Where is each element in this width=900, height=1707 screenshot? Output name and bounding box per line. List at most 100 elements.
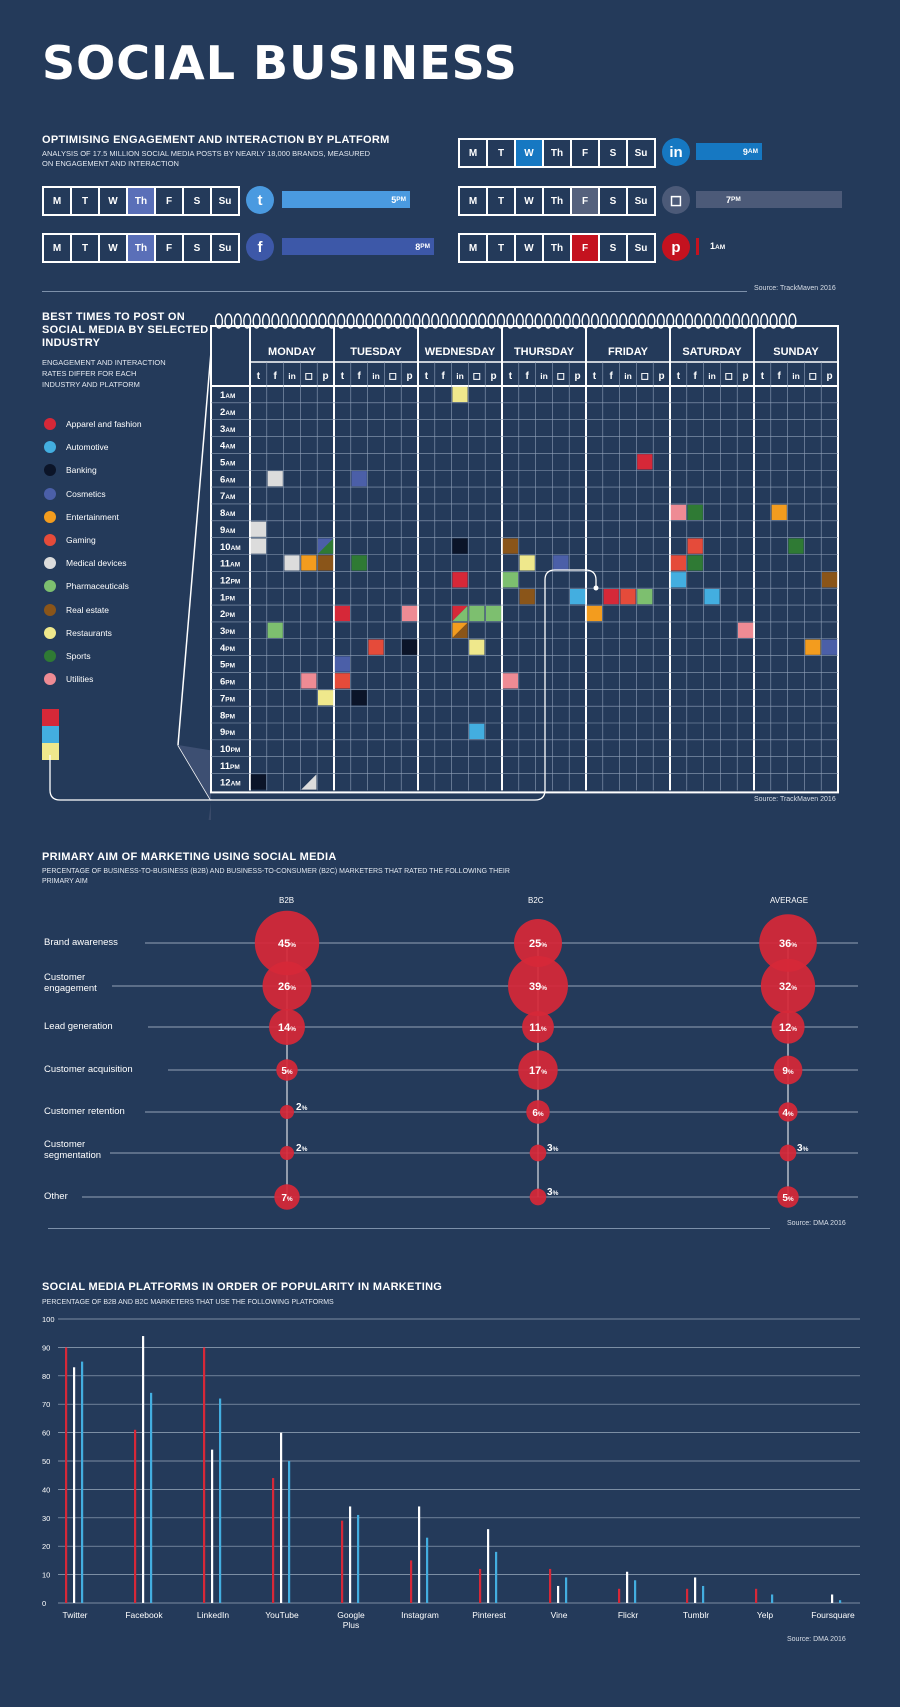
y-tick-label: 30 bbox=[42, 1514, 50, 1523]
platform-glyph: ◻ bbox=[389, 371, 397, 382]
hour-suffix: PM bbox=[225, 595, 235, 602]
legend-item: Apparel and fashion bbox=[44, 418, 142, 430]
bar-series-a bbox=[203, 1347, 206, 1603]
hour-label: 2PM bbox=[220, 609, 235, 620]
day-label: THURSDAY bbox=[514, 346, 575, 358]
aim-bubble bbox=[760, 958, 816, 1014]
aim-bubble bbox=[778, 1102, 798, 1122]
section2-source: Source: TrackMaven 2016 bbox=[754, 796, 836, 803]
linkedin-icon: in bbox=[662, 138, 690, 166]
hour-label: 1PM bbox=[220, 592, 235, 603]
aim-percent: % bbox=[791, 942, 797, 949]
platform-glyph: p bbox=[491, 371, 497, 382]
day-su: Su bbox=[218, 242, 232, 254]
chart-subtitle: PERCENTAGE OF B2B AND B2C MARKETERS THAT… bbox=[42, 1299, 334, 1306]
industry-cell bbox=[351, 555, 367, 571]
section2-heading: BEST TIMES TO POST ON SOCIAL MEDIA BY SE… bbox=[42, 311, 209, 349]
industry-cell bbox=[486, 605, 502, 622]
bar-series-c bbox=[81, 1361, 84, 1603]
industry-cell bbox=[553, 555, 569, 571]
fold-line bbox=[177, 351, 212, 746]
legend-label: Utilities bbox=[66, 674, 94, 685]
aim-bubble bbox=[508, 956, 568, 1016]
bar-series-a bbox=[272, 1478, 275, 1603]
section3-source: Source: DMA 2016 bbox=[787, 1220, 846, 1227]
x-tick-label: Pinterest bbox=[472, 1610, 506, 1620]
aim-bubble bbox=[269, 1009, 305, 1045]
platform-glyph: ◻ bbox=[809, 371, 817, 382]
day-su: Su bbox=[634, 147, 648, 159]
industry-half-cell bbox=[318, 538, 334, 554]
best-time-value: 7 bbox=[726, 194, 732, 205]
industry-cell bbox=[452, 538, 468, 554]
hour-suffix: AM bbox=[230, 562, 240, 569]
bar-series-a bbox=[755, 1588, 758, 1603]
platform-glyph: ◻ bbox=[473, 371, 481, 382]
spiral-ring bbox=[290, 313, 299, 329]
platform-glyph: in bbox=[792, 371, 800, 381]
day-w: W bbox=[516, 188, 544, 214]
best-time-bar-linkedin: 9 AM bbox=[696, 143, 762, 160]
y-tick-label: 100 bbox=[42, 1315, 55, 1324]
spiral-ring bbox=[431, 313, 440, 329]
spiral-ring bbox=[703, 313, 712, 329]
spiral-ring bbox=[412, 313, 421, 329]
spiral-ring bbox=[308, 313, 318, 329]
aim-bubble bbox=[254, 910, 320, 976]
aim-row-label: Customer retention bbox=[44, 1106, 125, 1117]
spiral-ring bbox=[393, 313, 402, 329]
aim-bubble bbox=[779, 1144, 797, 1162]
industry-cell bbox=[452, 572, 468, 588]
spiral-ring bbox=[722, 313, 731, 329]
platform-glyph: p bbox=[659, 371, 665, 382]
industry-cell bbox=[267, 622, 283, 638]
best-time-suffix: PM bbox=[396, 196, 406, 203]
hour-label: 11PM bbox=[220, 761, 240, 772]
hour-suffix: AM bbox=[231, 545, 241, 552]
hour-label: 12PM bbox=[220, 575, 240, 586]
col-head-b2b: B2B bbox=[279, 896, 295, 905]
bar-series-b bbox=[142, 1336, 145, 1603]
hour-label: 7PM bbox=[220, 693, 235, 704]
legend-item: Automotive bbox=[44, 441, 109, 454]
best-time-suffix: AM bbox=[747, 148, 758, 155]
legend-dot bbox=[44, 626, 56, 639]
industry-cell bbox=[318, 690, 334, 706]
legend-label: Real estate bbox=[66, 604, 109, 615]
aim-value: 5% bbox=[782, 1193, 794, 1204]
industry-cell bbox=[334, 605, 350, 622]
bar-series-a bbox=[134, 1429, 137, 1603]
x-tick-label: Tumblr bbox=[683, 1610, 709, 1620]
platform-glyph: in bbox=[456, 371, 464, 381]
platform-glyph: p bbox=[407, 371, 413, 382]
aim-percent: % bbox=[287, 1069, 293, 1076]
bar-series-b bbox=[211, 1449, 214, 1603]
legend-dot bbox=[44, 464, 56, 477]
best-time-bar-twitter: 5 PM bbox=[282, 191, 410, 208]
swatch bbox=[42, 709, 59, 726]
industry-cell bbox=[788, 538, 804, 554]
aim-value: 4% bbox=[782, 1108, 794, 1119]
fold-fill bbox=[178, 745, 211, 801]
platform-glyph: in bbox=[288, 371, 296, 381]
bar-series-b bbox=[73, 1367, 76, 1603]
best-time-value: 8 bbox=[415, 241, 421, 252]
day-th: Th bbox=[544, 140, 572, 166]
aim-percent: % bbox=[290, 942, 296, 949]
section1-sub-1: ANALYSIS OF 17.5 MILLION SOCIAL MEDIA PO… bbox=[42, 149, 371, 158]
x-tick-label: Vine bbox=[551, 1610, 568, 1620]
y-tick-label: 80 bbox=[42, 1372, 50, 1381]
hour-label: 4AM bbox=[220, 441, 235, 452]
aim-bubble bbox=[280, 1146, 294, 1160]
day-label: SUNDAY bbox=[773, 346, 819, 358]
legend-item: Gaming bbox=[44, 534, 96, 546]
day-label: TUESDAY bbox=[350, 346, 402, 358]
industry-cell bbox=[519, 555, 535, 571]
platform-glyph: in bbox=[708, 371, 716, 381]
y-tick-label: 20 bbox=[42, 1542, 50, 1551]
aim-row-label: Customer engagement bbox=[44, 972, 97, 994]
aim-percent: % bbox=[302, 1146, 308, 1153]
x-tick-label: Foursquare bbox=[811, 1610, 855, 1620]
day-su: Su bbox=[634, 242, 648, 254]
industry-cell bbox=[402, 605, 418, 622]
